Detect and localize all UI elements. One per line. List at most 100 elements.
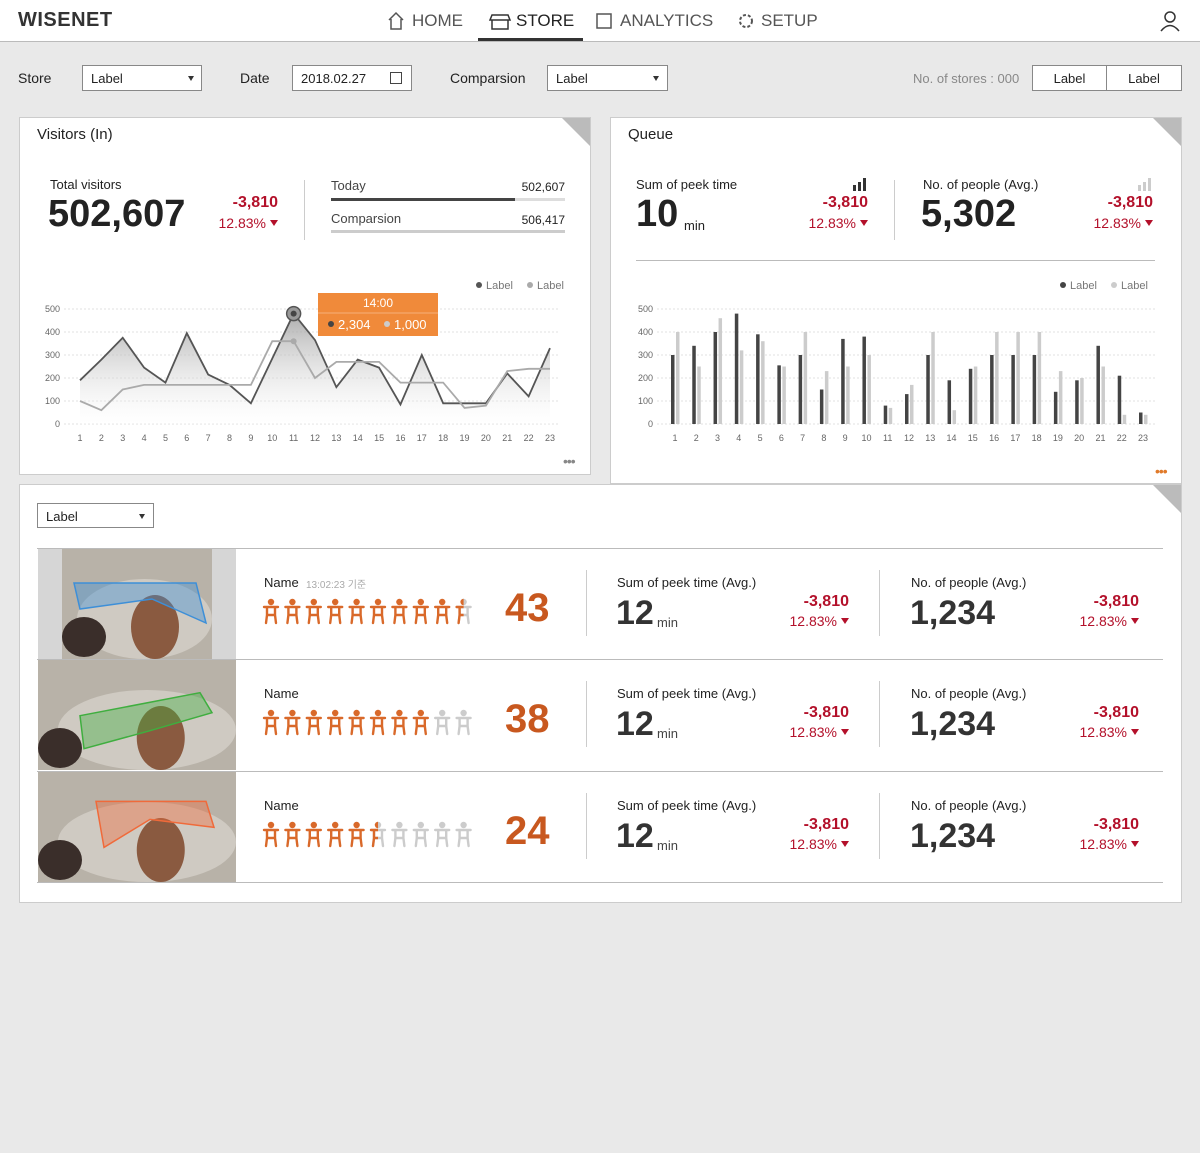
person-head: [439, 821, 446, 828]
person-body: [305, 717, 322, 736]
people-value: 1,234: [910, 816, 996, 855]
change-pct: 12.83%: [1093, 215, 1141, 231]
store-label: Store: [18, 70, 52, 86]
change: -3,810: [1107, 194, 1153, 211]
person-body: [434, 828, 451, 847]
panel-title: Visitors (In): [37, 126, 113, 143]
people-label: No. of people (Avg.): [911, 575, 1027, 590]
divider: [879, 570, 880, 636]
store-value: Label: [91, 71, 123, 86]
people-icons: [262, 598, 472, 625]
person-body: [305, 828, 322, 847]
setup-icon: [739, 14, 753, 28]
person-body: [369, 717, 387, 736]
comparison-select[interactable]: Label: [547, 65, 668, 91]
people-label: No. of people (Avg.): [911, 686, 1027, 702]
store-select[interactable]: Label: [82, 65, 202, 91]
divider: [894, 180, 895, 240]
people-icons: [262, 821, 472, 847]
change-pct-row: 12.83%: [809, 215, 868, 231]
change-pct: 12.83%: [789, 724, 837, 741]
person-body: [391, 828, 408, 847]
nav-home[interactable]: HOME: [412, 11, 463, 30]
person-body: [262, 605, 280, 625]
person-head: [310, 821, 317, 828]
total-label: Total visitors: [50, 177, 122, 192]
person-head: [374, 710, 382, 717]
change: -3,810: [1093, 815, 1139, 833]
nav-store[interactable]: STORE: [516, 11, 575, 30]
peak-label: Sum of peek time (Avg.): [617, 575, 757, 590]
person-head: [417, 821, 424, 828]
change-pct-row: 12.83%: [790, 613, 849, 629]
person-head: [289, 710, 296, 717]
button[interactable]: Label: [1106, 65, 1182, 91]
person-head: [374, 821, 378, 828]
divider: [586, 681, 587, 748]
rack: [131, 595, 179, 659]
person-body: [455, 605, 464, 625]
row-border: [37, 548, 1163, 549]
more-dots[interactable]: •••: [1155, 463, 1168, 479]
person-body: [369, 828, 378, 847]
down-arrow: [841, 729, 849, 736]
store-icon: [488, 14, 512, 30]
count: 38: [505, 697, 550, 742]
person-body: [434, 717, 451, 736]
user-icon[interactable]: [1158, 10, 1182, 32]
today-value: 502,607: [521, 180, 565, 194]
person-head: [396, 710, 403, 717]
person-body: [455, 717, 472, 736]
zone-select[interactable]: Label: [37, 503, 154, 528]
zone-select-value: Label: [46, 509, 78, 524]
today-bar: [331, 198, 515, 201]
nav-icons: [388, 11, 753, 30]
comparison-label: Comparsion: [450, 70, 526, 86]
down-arrow: [1131, 618, 1139, 624]
change: -3,810: [232, 194, 278, 211]
change: -3,810: [803, 815, 849, 833]
person-head: [332, 710, 339, 717]
unit: min: [657, 726, 678, 742]
visitors-panel: [19, 117, 591, 475]
person-head: [396, 821, 403, 828]
change-pct-row: 12.83%: [1080, 724, 1139, 740]
divider: [879, 792, 880, 859]
bar-icon: [1138, 178, 1151, 191]
divider: [304, 180, 305, 240]
person-body: [391, 605, 408, 625]
rack: [136, 706, 185, 771]
person-body: [327, 828, 344, 847]
peak-label: Sum of peek time: [636, 177, 738, 192]
change-pct-row: 12.83%: [790, 724, 849, 740]
total-value: 502,607: [48, 193, 186, 235]
row-border: [37, 659, 1163, 661]
nav-analytics[interactable]: ANALYTICS: [620, 11, 714, 30]
person-body: [348, 605, 365, 625]
change: -3,810: [803, 593, 849, 610]
person-head: [374, 598, 382, 606]
header: [0, 0, 1200, 42]
person-head: [460, 710, 467, 717]
change-pct-row: 12.83%: [1094, 215, 1153, 231]
peak-value: 12: [616, 816, 654, 855]
user-head: [1164, 11, 1176, 23]
person-body: [284, 605, 301, 625]
divider: [586, 792, 587, 859]
button[interactable]: Label: [1032, 65, 1107, 91]
person-body: [284, 828, 301, 847]
down-arrow: [841, 618, 849, 624]
name: Name: [264, 797, 299, 813]
change: -3,810: [822, 194, 868, 211]
comparison-value: Label: [556, 71, 588, 86]
date-input[interactable]: 2018.02.27: [292, 65, 412, 91]
more-dots[interactable]: •••: [563, 453, 576, 469]
peak-value: 10: [636, 193, 679, 235]
divider: [879, 681, 880, 748]
half-person: [369, 821, 378, 847]
person-body: [412, 605, 429, 625]
person-body: [434, 605, 451, 625]
person-head: [267, 821, 275, 828]
person-head: [289, 598, 296, 606]
nav-setup[interactable]: SETUP: [761, 11, 818, 30]
